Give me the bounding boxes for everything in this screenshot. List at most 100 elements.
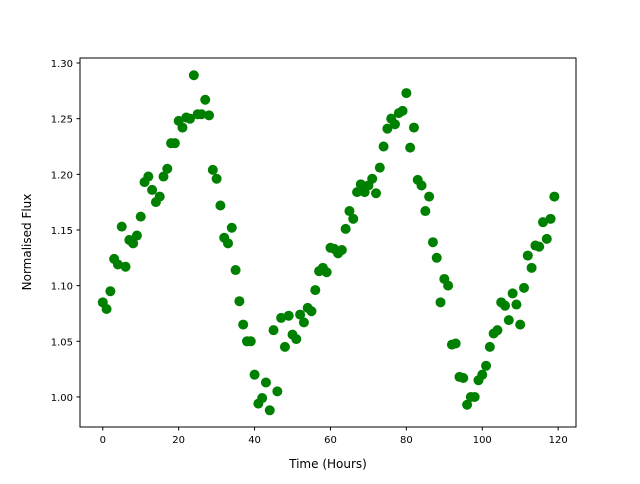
y-tick-label: 1.05 — [51, 337, 73, 348]
data-point — [431, 252, 442, 263]
x-tick-label: 120 — [549, 435, 568, 446]
data-point — [515, 319, 526, 330]
data-point — [416, 180, 427, 191]
data-point — [401, 88, 412, 99]
data-point — [131, 230, 142, 241]
data-point — [427, 237, 438, 248]
data-point — [367, 173, 378, 184]
data-point — [257, 393, 268, 404]
data-point — [128, 238, 139, 249]
data-point — [397, 105, 408, 116]
y-tick-label: 1.20 — [51, 170, 73, 181]
data-points — [97, 70, 560, 416]
data-point — [116, 221, 127, 232]
data-point — [348, 213, 359, 224]
data-point — [295, 309, 306, 320]
data-point — [158, 171, 169, 182]
data-point — [371, 188, 382, 199]
data-point — [310, 285, 321, 296]
data-point — [340, 223, 351, 234]
x-axis: 0 20 40 60 80 100 120 — [100, 427, 568, 446]
y-tick-label: 1.25 — [51, 115, 73, 126]
data-point — [101, 304, 112, 315]
data-point — [223, 238, 234, 249]
data-point — [185, 113, 196, 124]
data-point — [420, 206, 431, 217]
data-point — [306, 306, 317, 317]
data-point — [462, 399, 473, 410]
data-point — [545, 213, 556, 224]
data-point — [169, 138, 180, 149]
data-point — [279, 341, 290, 352]
data-point — [177, 122, 188, 133]
data-point — [143, 171, 154, 182]
data-point — [276, 312, 287, 323]
data-point — [321, 267, 332, 278]
data-point — [298, 317, 309, 328]
y-axis-label: Normalised Flux — [20, 194, 34, 291]
y-tick-label: 1.00 — [51, 393, 73, 404]
y-axis: 1.00 1.05 1.10 1.15 1.20 1.25 1.30 — [51, 59, 80, 404]
data-point — [522, 250, 533, 261]
data-point — [352, 187, 363, 198]
data-point — [507, 288, 518, 299]
data-point — [196, 109, 207, 120]
data-point — [268, 325, 279, 336]
y-tick-label: 1.30 — [51, 59, 73, 70]
data-point — [204, 110, 215, 121]
data-point — [245, 336, 256, 347]
data-point — [211, 173, 222, 184]
data-point — [234, 296, 245, 307]
data-point — [537, 217, 548, 228]
data-point — [249, 369, 260, 380]
data-point — [503, 315, 514, 326]
data-point — [207, 164, 218, 175]
data-point — [226, 222, 237, 233]
data-point — [378, 141, 389, 152]
data-point — [230, 265, 241, 276]
data-point — [200, 94, 211, 105]
data-point — [283, 310, 294, 321]
data-point — [374, 162, 385, 173]
data-point — [238, 319, 249, 330]
data-point — [481, 360, 492, 371]
data-point — [450, 338, 461, 349]
x-tick-label: 100 — [473, 435, 492, 446]
data-point — [408, 122, 419, 133]
data-point — [215, 200, 226, 211]
x-tick-label: 60 — [324, 435, 337, 446]
data-point — [549, 191, 560, 202]
data-point — [260, 377, 271, 388]
data-point — [162, 163, 173, 174]
data-point — [526, 262, 537, 273]
x-tick-label: 40 — [248, 435, 261, 446]
data-point — [154, 191, 165, 202]
x-tick-label: 20 — [172, 435, 185, 446]
data-point — [458, 373, 469, 384]
y-tick-label: 1.15 — [51, 226, 73, 237]
data-point — [477, 369, 488, 380]
x-tick-label: 0 — [100, 435, 106, 446]
data-point — [511, 299, 522, 310]
data-point — [336, 245, 347, 256]
data-point — [405, 142, 416, 153]
data-point — [120, 261, 131, 272]
data-point — [389, 119, 400, 130]
data-point — [435, 297, 446, 308]
data-point — [443, 280, 454, 291]
data-point — [541, 233, 552, 244]
data-point — [188, 70, 199, 81]
data-point — [382, 123, 393, 134]
data-point — [291, 334, 302, 345]
data-point — [272, 386, 283, 397]
data-point — [112, 259, 123, 270]
data-point — [534, 241, 545, 252]
data-point — [105, 286, 116, 297]
data-point — [264, 405, 275, 416]
data-point — [500, 300, 511, 311]
x-tick-label: 80 — [400, 435, 413, 446]
data-point — [492, 325, 503, 336]
data-point — [484, 341, 495, 352]
y-tick-label: 1.10 — [51, 282, 73, 293]
